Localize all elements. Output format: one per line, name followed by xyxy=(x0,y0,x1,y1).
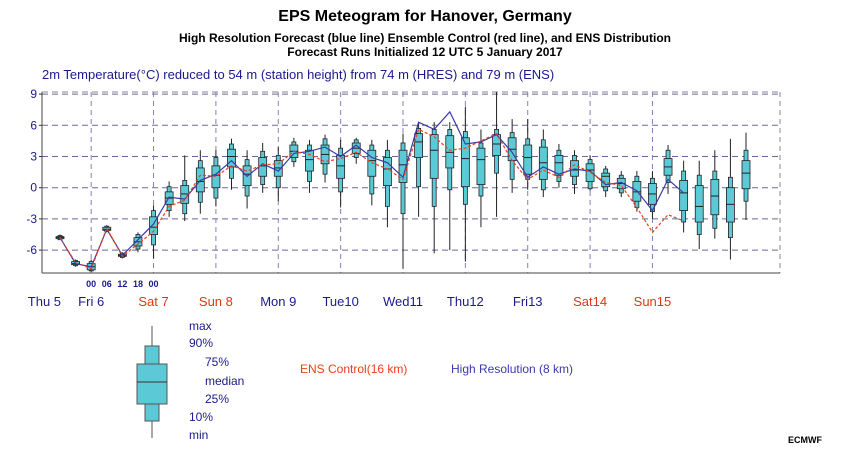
hres-line xyxy=(59,110,684,268)
ens-boxplot xyxy=(663,145,673,194)
box-p25-p75 xyxy=(741,160,751,190)
day-label: Sun15 xyxy=(634,294,672,309)
day-label: Sat14 xyxy=(573,294,607,309)
ens-boxplot xyxy=(289,137,299,167)
box-p25-p75 xyxy=(429,134,439,179)
x-axis: Thu 5 Fri 6 Sat 7 Sun 8 Mon 9 Tue10 Wed11 Thu12… xyxy=(28,279,671,309)
y-tick-label: 0 xyxy=(30,181,37,195)
ens-boxplot xyxy=(383,139,392,228)
legend-inner-box xyxy=(136,363,168,405)
control-line xyxy=(59,128,684,270)
ens-boxplot xyxy=(648,171,657,219)
legend-max-label: max xyxy=(189,319,212,333)
day-label: Wed11 xyxy=(383,294,423,309)
day-label: Sat 7 xyxy=(138,294,168,309)
hour-label: 00 xyxy=(86,279,96,289)
y-tick-label: 6 xyxy=(30,118,37,132)
chart-title: EPS Meteogram for Hanover, Germany xyxy=(278,8,572,25)
hour-label: 12 xyxy=(117,279,127,289)
y-tick-label: -6 xyxy=(26,243,37,257)
ens-boxplot xyxy=(445,122,455,251)
legend-min-label: min xyxy=(189,428,208,442)
ens-boxplot xyxy=(741,132,751,220)
ens-boxplot xyxy=(507,119,517,193)
ens-boxplot xyxy=(258,142,268,193)
ens-boxplot xyxy=(398,133,408,269)
ens-boxplot xyxy=(679,160,689,233)
ens-boxplot xyxy=(710,150,720,239)
box-p25-p75 xyxy=(445,135,455,169)
day-label: Fri13 xyxy=(513,294,543,309)
chart-subtitle-line1: High Resolution Forecast (blue line) Ens… xyxy=(179,31,671,45)
box-p25-p75 xyxy=(460,137,470,188)
ens-boxplot xyxy=(195,150,205,214)
box-p25-p75 xyxy=(398,149,408,183)
hour-label: 00 xyxy=(149,279,159,289)
ens-boxplot xyxy=(726,138,735,260)
box-p25-p75 xyxy=(726,187,735,223)
y-tick-label: 3 xyxy=(30,149,37,163)
hour-label: 18 xyxy=(133,279,143,289)
ens-boxplot xyxy=(305,139,314,193)
ens-boxplot xyxy=(476,129,486,228)
day-label: Tue10 xyxy=(322,294,358,309)
box-p25-p75 xyxy=(476,147,486,185)
box-p25-p75 xyxy=(679,180,689,211)
legend-p25-label: 25% xyxy=(205,392,229,406)
box-p25-p75 xyxy=(414,133,423,158)
ens-boxplot xyxy=(351,137,361,164)
box-p25-p75 xyxy=(336,155,346,179)
day-label: Mon 9 xyxy=(260,294,296,309)
box-p25-p75 xyxy=(305,149,314,172)
box-p25-p75 xyxy=(227,148,236,168)
ens-boxplot xyxy=(414,122,423,217)
legend-p90-label: 90% xyxy=(189,336,213,350)
ecmwf-credit: ECMWF xyxy=(788,435,822,445)
day-label: Sun 8 xyxy=(199,294,233,309)
ens-boxplot xyxy=(601,165,611,198)
ens-boxplot xyxy=(180,155,190,221)
y-tick-label: 9 xyxy=(30,87,37,101)
day-label: Thu 5 xyxy=(28,294,61,309)
box-p25-p75 xyxy=(258,157,268,177)
ens-boxplot xyxy=(242,150,252,209)
ens-boxplot xyxy=(336,139,346,208)
legend-p75-label: 75% xyxy=(205,355,229,369)
plot-area: -6 -3 0 3 6 9 xyxy=(26,87,781,274)
box-p25-p75 xyxy=(538,146,548,180)
ens-boxplot xyxy=(460,106,470,262)
chart-subtitle-line2: Forecast Runs Initialized 12 UTC 5 Janua… xyxy=(287,45,563,59)
box-p25-p75 xyxy=(523,144,533,175)
ens-boxplot xyxy=(694,160,704,250)
ens-boxplot xyxy=(273,147,283,202)
legend: ENS Control(16 km) High Resolution (8 km… xyxy=(136,319,573,442)
ens-boxplot xyxy=(554,144,564,188)
box-p25-p75 xyxy=(601,172,611,188)
ens-boxplot xyxy=(55,234,65,241)
panel-title: 2m Temperature(°C) reduced to 54 m (stat… xyxy=(42,67,554,82)
box-p25-p75 xyxy=(710,178,720,216)
legend-hres-label: High Resolution (8 km) xyxy=(451,362,573,376)
day-label: Thu12 xyxy=(447,294,484,309)
box-p25-p75 xyxy=(585,163,595,182)
box-p25-p75 xyxy=(554,155,564,176)
legend-control-label: ENS Control(16 km) xyxy=(300,362,407,376)
legend-p10-label: 10% xyxy=(189,410,213,424)
day-label: Fri 6 xyxy=(78,294,104,309)
ens-boxplot xyxy=(320,134,330,183)
box-p25-p75 xyxy=(211,165,221,189)
legend-median-label: median xyxy=(205,374,244,388)
hour-label: 06 xyxy=(102,279,112,289)
ens-boxplot xyxy=(492,92,501,217)
ens-boxplot xyxy=(585,155,595,191)
ens-boxplot xyxy=(538,129,548,198)
y-tick-label: -3 xyxy=(26,212,37,226)
box-p25-p75 xyxy=(149,216,158,235)
box-p25-p75 xyxy=(694,185,704,223)
ens-boxplot xyxy=(367,139,377,206)
ens-boxplot xyxy=(211,150,221,207)
box-p25-p75 xyxy=(273,160,283,177)
